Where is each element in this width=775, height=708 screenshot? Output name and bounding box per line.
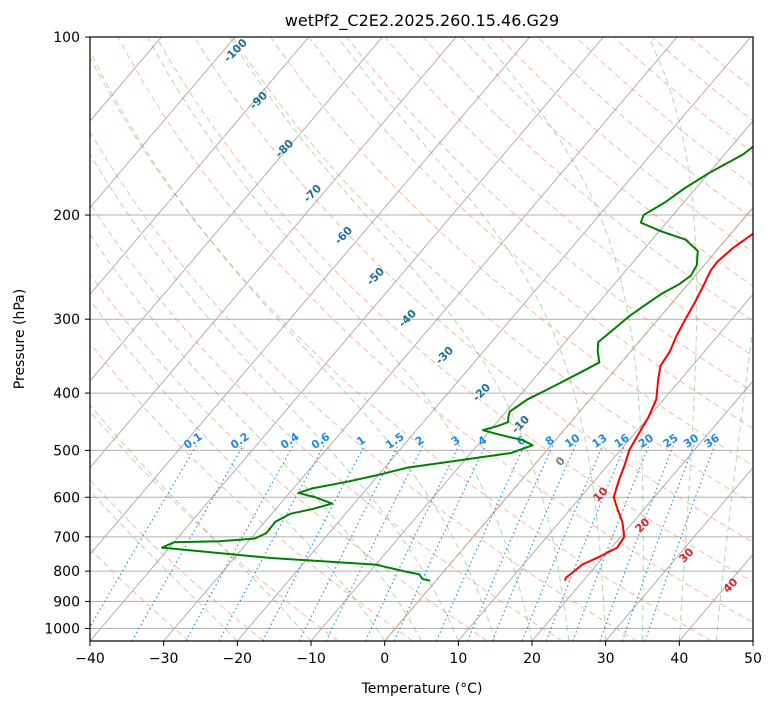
x-tick-label: 20 [523, 651, 541, 667]
x-tick-label: 10 [449, 651, 467, 667]
background-lines [90, 37, 753, 641]
dry-adiabat-line [90, 130, 638, 641]
isotherm-line [457, 293, 753, 641]
mixing-ratio-line [467, 445, 554, 641]
x-tick-label: −30 [149, 651, 179, 667]
dry-adiabat-line [90, 479, 264, 641]
dry-adiabat-line [193, 37, 753, 543]
y-tick-label: 400 [53, 386, 80, 402]
isotherm-line [605, 466, 753, 641]
mixing-ratio-line [364, 444, 460, 641]
y-tick-label: 600 [53, 490, 80, 506]
isotherm-line [531, 380, 753, 641]
isotherm-line [90, 37, 236, 209]
dry-adiabat-line [346, 37, 753, 393]
dry-adiabat-line [155, 37, 753, 583]
y-tick-label: 300 [53, 312, 80, 328]
isotherm-line [90, 37, 531, 556]
moist-adiabat-line [715, 322, 753, 641]
profile-lines [161, 145, 753, 582]
x-axis-title: Temperature (°C) [361, 681, 483, 697]
plot-area [90, 37, 753, 641]
mixing-ratio-line [491, 445, 577, 641]
isotherm-line [163, 37, 678, 641]
y-tick-label: 500 [53, 443, 80, 459]
x-tick-label: 50 [744, 651, 762, 667]
dry-adiabat-line [270, 37, 753, 467]
isotherm-line [90, 37, 457, 469]
x-tick-label: 40 [670, 651, 688, 667]
y-tick-label: 1000 [44, 621, 80, 637]
dry-adiabat-line [460, 37, 753, 287]
dry-adiabat-line [90, 548, 190, 641]
y-tick-label: 200 [53, 208, 80, 224]
moist-adiabat-line [90, 299, 386, 641]
dry-adiabat-line [90, 56, 712, 641]
dry-adiabat-line [90, 202, 563, 641]
dry-adiabat-line [90, 272, 488, 641]
freezing-isotherm [384, 206, 753, 641]
isotherm-line [90, 37, 383, 382]
y-tick-label: 100 [53, 30, 80, 46]
temperature-profile [563, 232, 753, 581]
mixing-ratio-line [90, 444, 198, 628]
mixing-ratio-line [185, 444, 294, 641]
x-tick-label: −20 [223, 651, 253, 667]
dry-adiabat-line [90, 342, 414, 641]
dewpoint-profile [161, 145, 753, 582]
moist-adiabat-line [229, 37, 570, 641]
moist-adiabat-line [90, 233, 422, 641]
y-tick-label: 800 [53, 564, 80, 580]
chart-title: wetPf2_C2E2.2025.260.15.46.G29 [285, 11, 559, 31]
moist-adiabat-line [90, 153, 459, 641]
x-tick-label: 0 [380, 651, 389, 667]
y-axis-title: Pressure (hPa) [12, 289, 28, 389]
moist-adiabat-line [481, 37, 644, 641]
mixing-ratio-line [521, 445, 604, 641]
x-tick-label: −40 [75, 651, 105, 667]
y-tick-label: 700 [53, 530, 80, 546]
dry-adiabat-line [117, 37, 753, 624]
x-tick-label: −10 [296, 651, 326, 667]
x-tick-label: 30 [597, 651, 615, 667]
moist-adiabat-line [337, 37, 607, 641]
mixing-ratio-line [131, 444, 244, 641]
moist-adiabat-line [90, 49, 496, 641]
moist-adiabat-line [648, 37, 698, 641]
x-axis: −40 −30 −20 −10 0 10 20 30 40 50 [75, 641, 762, 667]
y-axis: 100 200 300 400 500 600 700 800 900 1000 [44, 30, 90, 637]
moist-adiabat-line [90, 404, 312, 641]
mixing-ratio-line [545, 445, 626, 641]
dry-adiabat-line [232, 37, 753, 505]
isotherm-line [90, 37, 604, 641]
isotherm-line [236, 37, 752, 641]
moist-adiabat-line [147, 37, 533, 641]
dry-adiabat-line [308, 37, 753, 429]
plot-frame [89, 36, 754, 642]
y-tick-label: 900 [53, 594, 80, 610]
mixing-ratio-line [218, 444, 325, 641]
isotherm-line [90, 37, 310, 296]
